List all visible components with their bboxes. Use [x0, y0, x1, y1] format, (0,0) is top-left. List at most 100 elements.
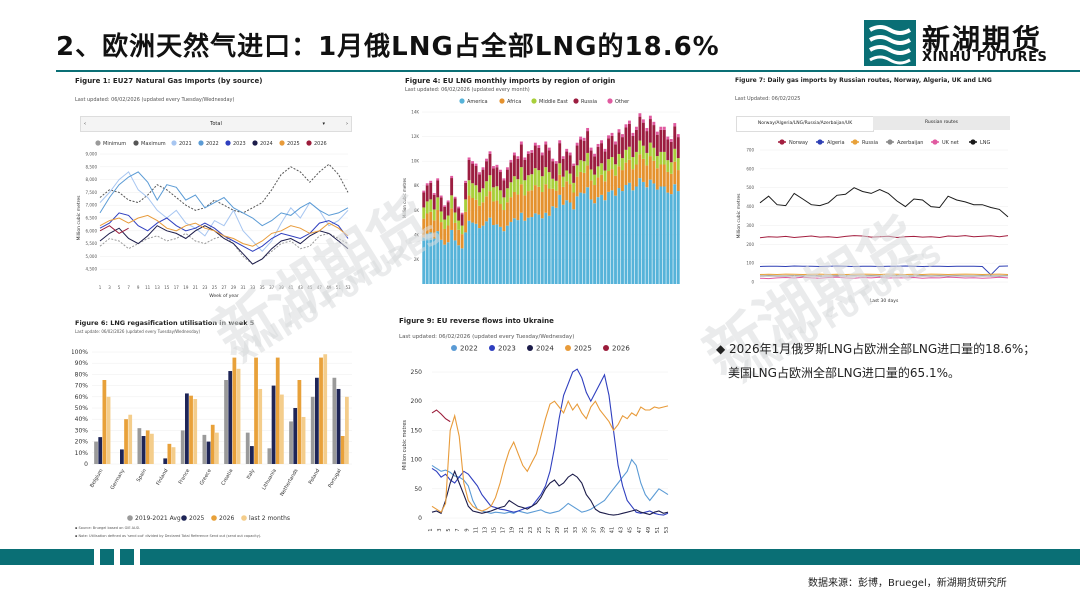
figure-1-subtitle: Last updated: 06/02/2026 (updated every …: [75, 97, 235, 103]
legend-marker: [252, 140, 258, 146]
x-tick-label: 21: [193, 285, 199, 290]
bar-segment: [561, 156, 565, 159]
figure-1-selector[interactable]: ‹ Total ▾ ›: [80, 116, 352, 132]
y-tick-label: 250: [411, 369, 423, 376]
bar-segment: [516, 220, 520, 284]
y-tick-label: 6,500: [86, 216, 98, 221]
bar-segment: [478, 228, 481, 284]
bar: [145, 430, 150, 464]
bar-segment: [617, 153, 621, 167]
bar-segment: [631, 157, 635, 170]
bar-segment: [659, 164, 663, 187]
prev-arrow-icon[interactable]: ‹: [84, 121, 86, 127]
bar-segment: [464, 180, 468, 183]
bar-segment: [565, 181, 569, 201]
bar-segment: [624, 162, 628, 185]
x-tick-label: Germany: [110, 468, 127, 491]
bar-segment: [655, 134, 659, 157]
bar-segment: [561, 176, 565, 187]
x-tick-label: 29: [555, 527, 561, 533]
next-arrow-icon[interactable]: ›: [346, 121, 348, 127]
bar-segment: [530, 174, 534, 191]
bar-segment: [429, 182, 433, 200]
bar-segment: [603, 170, 607, 182]
bar-segment: [446, 200, 450, 203]
bar-segment: [495, 164, 499, 168]
bar-segment: [512, 152, 516, 156]
x-tick-label: 53: [345, 285, 351, 290]
x-tick-label: Portugal: [327, 468, 343, 489]
bar-segment: [478, 192, 481, 206]
bar-segment: [593, 203, 597, 284]
x-axis-label: Week of year: [209, 293, 239, 299]
bar-segment: [499, 169, 502, 173]
figure-7-tab-2[interactable]: Russian routes: [873, 116, 1010, 130]
bar: [232, 357, 237, 464]
y-axis-label: Million cubic metres: [402, 178, 407, 218]
bar-segment: [568, 155, 572, 174]
bar-segment: [425, 201, 429, 214]
y-tick-label: 8K: [414, 183, 420, 188]
figure-6-subtitle: Last update: 06/02/2026 (updated every T…: [75, 329, 201, 334]
bar-segment: [659, 186, 663, 284]
bar: [124, 419, 128, 464]
bar-segment: [443, 244, 447, 284]
figure-7-tab-1[interactable]: Norway/Algeria/LNG/Russia/Azerbaijan/UK: [736, 116, 874, 132]
y-tick-label: 9,000: [86, 152, 98, 157]
bar-segment: [523, 195, 527, 221]
bar-segment: [488, 175, 492, 192]
bar-segment: [638, 178, 642, 284]
bar: [315, 377, 319, 464]
legend-marker: [817, 139, 823, 145]
bar-segment: [589, 199, 593, 284]
legend-marker: [607, 98, 613, 104]
bar-segment: [628, 182, 631, 284]
bar-segment: [607, 138, 610, 160]
series-line: [759, 265, 1009, 276]
figure-1-panel: Figure 1: EU27 Natural Gas Imports (by s…: [72, 74, 356, 306]
x-tick-label: 49: [646, 527, 652, 533]
series-line: [759, 187, 1009, 218]
logo-en: XINHU FUTURES: [922, 50, 1048, 65]
bar-segment: [453, 198, 457, 213]
bar-segment: [457, 206, 461, 209]
legend-marker: [306, 140, 312, 146]
series-line: [99, 225, 349, 265]
bar-segment: [551, 188, 555, 207]
x-tick-label: France: [178, 468, 192, 485]
legend-marker: [198, 140, 204, 146]
bar-segment: [659, 126, 663, 130]
bar-segment: [439, 211, 443, 223]
bar-segment: [446, 242, 450, 284]
bar-segment: [596, 197, 600, 284]
bar-segment: [610, 135, 614, 158]
bar-segment: [499, 172, 502, 191]
x-tick-label: 41: [610, 527, 616, 533]
commentary-text-2: 美国LNG占欧洲全部LNG进口量的65.1%。: [728, 366, 961, 380]
legend-label: Azerbaijan: [897, 140, 923, 146]
bar-segment: [537, 214, 541, 284]
bar-segment: [474, 199, 478, 224]
bar-segment: [474, 166, 478, 186]
bar-segment: [669, 194, 673, 284]
bar-segment: [537, 186, 541, 215]
figure-6-title: Figure 6: LNG regasification utilisation…: [75, 319, 255, 327]
bar-segment: [467, 180, 471, 196]
x-tick-label: 13: [155, 285, 161, 290]
bar-segment: [662, 126, 666, 130]
bar: [128, 414, 133, 464]
bar-segment: [422, 218, 426, 238]
bar-segment: [505, 167, 509, 170]
bar-segment: [512, 191, 516, 219]
x-tick-label: 43: [298, 285, 304, 290]
bar-segment: [544, 144, 548, 168]
x-tick-label: 51: [655, 527, 661, 533]
legend-label: 2023: [233, 141, 246, 147]
bar: [275, 357, 280, 464]
bar-segment: [614, 141, 617, 145]
bar-segment: [551, 206, 555, 284]
bar-segment: [589, 150, 593, 170]
bar-segment: [446, 225, 450, 243]
bar-segment: [554, 163, 558, 181]
legend-marker: [127, 515, 133, 521]
